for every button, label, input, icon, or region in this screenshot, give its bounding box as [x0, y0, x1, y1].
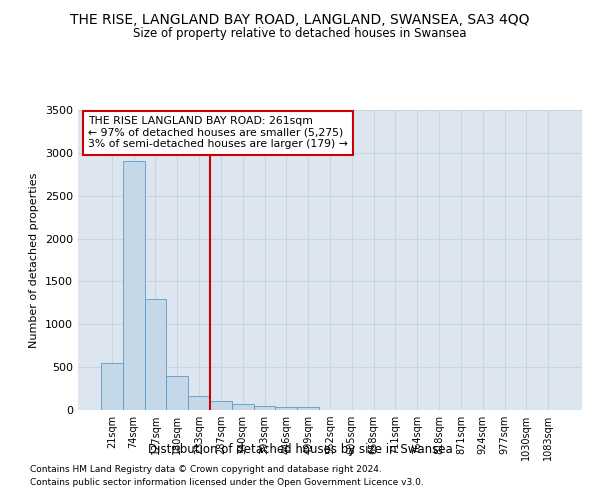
Text: Size of property relative to detached houses in Swansea: Size of property relative to detached ho…: [133, 28, 467, 40]
Bar: [101, 363, 123, 410]
Bar: [166, 376, 188, 410]
Bar: [123, 162, 145, 410]
Text: THE RISE, LANGLAND BAY ROAD, LANGLAND, SWANSEA, SA3 4QQ: THE RISE, LANGLAND BAY ROAD, LANGLAND, S…: [70, 12, 530, 26]
Y-axis label: Number of detached properties: Number of detached properties: [29, 172, 40, 348]
Bar: [297, 408, 319, 410]
Bar: [254, 406, 275, 410]
Text: Contains HM Land Registry data © Crown copyright and database right 2024.: Contains HM Land Registry data © Crown c…: [30, 466, 382, 474]
Bar: [210, 402, 232, 410]
Text: THE RISE LANGLAND BAY ROAD: 261sqm
← 97% of detached houses are smaller (5,275)
: THE RISE LANGLAND BAY ROAD: 261sqm ← 97%…: [88, 116, 348, 149]
Bar: [145, 298, 166, 410]
Text: Contains public sector information licensed under the Open Government Licence v3: Contains public sector information licen…: [30, 478, 424, 487]
Bar: [188, 396, 210, 410]
Bar: [232, 404, 254, 410]
Bar: [275, 406, 297, 410]
Text: Distribution of detached houses by size in Swansea: Distribution of detached houses by size …: [148, 442, 452, 456]
